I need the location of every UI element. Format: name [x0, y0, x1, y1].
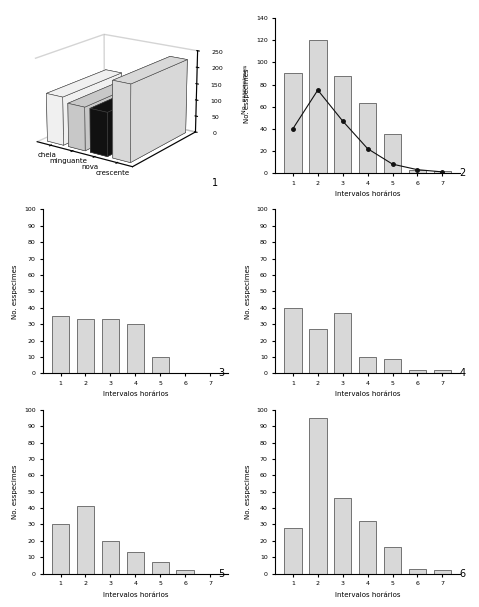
Bar	[126, 324, 144, 373]
Bar	[409, 370, 426, 373]
Text: 3: 3	[218, 368, 224, 378]
Bar	[151, 562, 169, 574]
Bar	[334, 498, 352, 574]
X-axis label: Intervalos horários: Intervalos horários	[103, 392, 168, 398]
X-axis label: Intervalos horários: Intervalos horários	[335, 392, 400, 398]
Bar	[284, 73, 302, 173]
Bar	[384, 359, 401, 373]
Bar	[409, 170, 426, 173]
Bar	[433, 171, 451, 173]
Y-axis label: No. esspecimes: No. esspecimes	[244, 69, 251, 123]
Text: 2: 2	[459, 168, 466, 178]
Bar	[433, 370, 451, 373]
Bar	[176, 571, 194, 574]
Bar	[309, 329, 327, 373]
Bar	[151, 357, 169, 373]
Bar	[384, 548, 401, 574]
Bar	[359, 103, 376, 173]
Bar	[52, 316, 69, 373]
Y-axis label: No. esspecimes: No. esspecimes	[245, 264, 251, 319]
Bar	[77, 506, 94, 574]
Bar	[334, 76, 352, 173]
Bar	[284, 308, 302, 373]
Bar	[334, 313, 352, 373]
X-axis label: Intervalos horários: Intervalos horários	[103, 592, 168, 598]
Bar	[102, 541, 119, 574]
Bar	[433, 571, 451, 574]
Y-axis label: No. esspecimes: No. esspecimes	[245, 464, 251, 519]
Bar	[309, 418, 327, 574]
Bar	[77, 319, 94, 373]
Bar	[52, 524, 69, 574]
Y-axis label: No. esspecimes: No. esspecimes	[12, 264, 18, 319]
Bar	[409, 569, 426, 574]
Text: 5: 5	[218, 569, 224, 578]
Text: 4: 4	[459, 368, 466, 378]
X-axis label: Intervalos horários: Intervalos horários	[335, 191, 400, 197]
Text: 6: 6	[459, 569, 466, 578]
Bar	[284, 527, 302, 574]
Bar	[384, 134, 401, 173]
Text: 1: 1	[212, 178, 218, 188]
Bar	[309, 40, 327, 173]
Bar	[359, 357, 376, 373]
Bar	[126, 552, 144, 574]
Bar	[359, 521, 376, 574]
X-axis label: Intervalos horários: Intervalos horários	[335, 592, 400, 598]
Y-axis label: No. esspecimes: No. esspecimes	[12, 464, 18, 519]
Bar	[102, 319, 119, 373]
